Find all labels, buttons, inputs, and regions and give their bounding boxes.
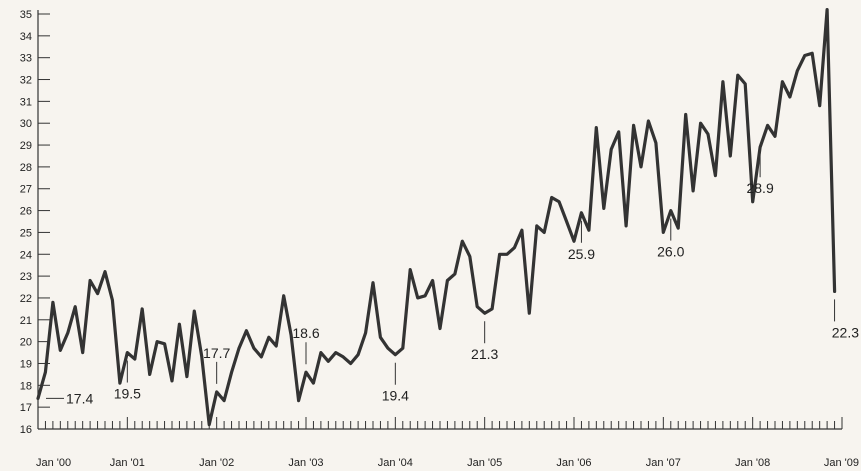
annotation-label: 22.3 bbox=[832, 324, 859, 340]
x-tick-label: Jan '03 bbox=[288, 457, 323, 469]
y-tick-label: 33 bbox=[20, 53, 32, 65]
annotation-label: 26.0 bbox=[657, 244, 684, 260]
series-layer bbox=[36, 8, 837, 427]
x-tick-label: Jan '00 bbox=[36, 457, 71, 469]
annotation-label: 18.6 bbox=[292, 325, 319, 341]
y-tick-label: 21 bbox=[20, 315, 32, 327]
annotation: 19.5 bbox=[114, 360, 141, 402]
annotation: 17.4 bbox=[46, 390, 93, 406]
y-tick-label: 30 bbox=[20, 118, 32, 130]
y-tick-label: 22 bbox=[20, 293, 32, 305]
y-tick-label: 17 bbox=[20, 402, 32, 414]
x-tick-label: Jan '07 bbox=[646, 457, 681, 469]
x-tick-label: Jan '08 bbox=[735, 457, 770, 469]
y-tick-label: 18 bbox=[20, 380, 32, 392]
y-tick-label: 23 bbox=[20, 271, 32, 283]
x-axis: Jan '00 Jan '01 Jan '02 Jan '03 Jan '04 Jan '… bbox=[36, 417, 859, 469]
y-tick-label: 32 bbox=[20, 75, 32, 87]
annotation: 19.4 bbox=[382, 362, 409, 404]
annotation: 22.3 bbox=[832, 299, 859, 340]
annotation-label: 28.9 bbox=[746, 180, 773, 196]
x-tick-label: Jan '04 bbox=[378, 457, 413, 469]
annotation-label: 19.4 bbox=[382, 388, 409, 404]
y-tick-label: 34 bbox=[20, 31, 32, 43]
x-tick-label: Jan '01 bbox=[110, 457, 145, 469]
y-tick-label: 27 bbox=[20, 184, 32, 196]
y-tick-label: 25 bbox=[20, 227, 32, 239]
annotation-layer: 17.4 19.5 17.7 18.6 19.4 21.3 25.9 26.0 28.9 22.3 bbox=[46, 155, 859, 406]
y-tick-label: 31 bbox=[20, 96, 32, 108]
x-tick-label: Jan '02 bbox=[199, 457, 234, 469]
y-tick-label: 16 bbox=[20, 424, 32, 436]
annotation: 28.9 bbox=[746, 155, 774, 196]
y-tick-label: 26 bbox=[20, 206, 32, 218]
annotation: 18.6 bbox=[292, 325, 320, 365]
x-tick-label: Jan '06 bbox=[556, 457, 591, 469]
annotation: 21.3 bbox=[471, 321, 499, 362]
annotation: 26.0 bbox=[657, 218, 685, 260]
y-tick-label: 20 bbox=[20, 337, 32, 349]
annotation-label: 19.5 bbox=[114, 386, 141, 402]
y-tick-label: 35 bbox=[20, 9, 32, 21]
annotation-label: 17.7 bbox=[203, 345, 230, 361]
annotation: 25.9 bbox=[568, 220, 595, 262]
y-tick-label: 24 bbox=[20, 249, 32, 261]
series-line bbox=[36, 8, 837, 427]
annotation: 17.7 bbox=[203, 345, 231, 384]
y-tick-label: 19 bbox=[20, 358, 32, 370]
annotation-label: 21.3 bbox=[471, 346, 498, 362]
x-tick-label: Jan '05 bbox=[467, 457, 502, 469]
annotation-label: 25.9 bbox=[568, 246, 595, 262]
x-tick-label: Jan '09 bbox=[824, 457, 859, 469]
annotation-label: 17.4 bbox=[66, 390, 93, 406]
y-tick-label: 28 bbox=[20, 162, 32, 174]
y-tick-label: 29 bbox=[20, 140, 32, 152]
